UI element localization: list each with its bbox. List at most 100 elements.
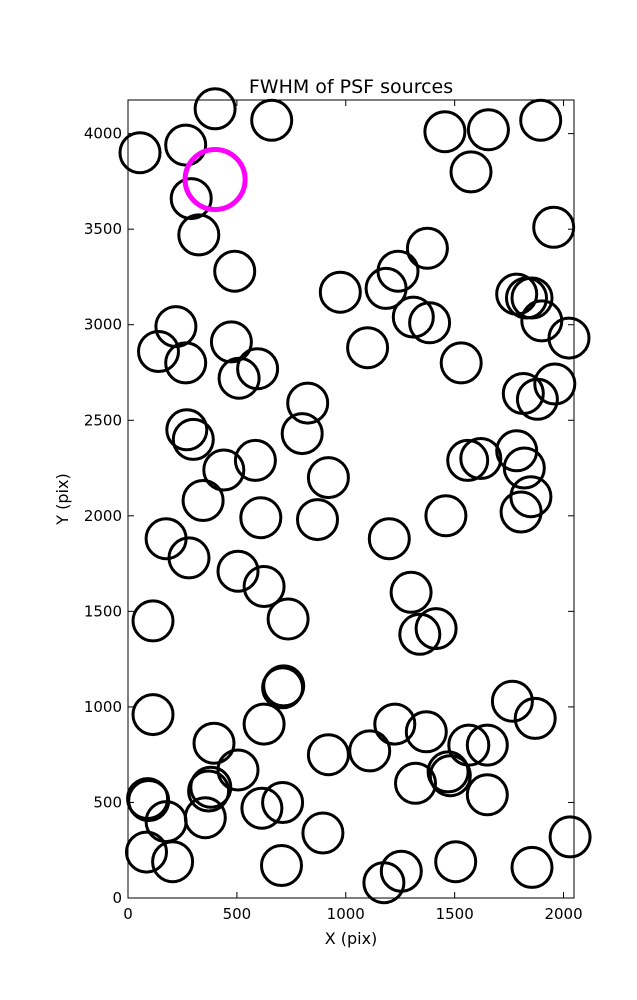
source-marker xyxy=(502,446,546,490)
source-marker xyxy=(280,412,324,456)
source-marker xyxy=(510,276,554,320)
source-marker xyxy=(499,490,543,534)
x-tick-label: 1000 xyxy=(327,905,365,923)
source-marker xyxy=(202,448,246,492)
source-marker xyxy=(405,226,449,270)
source-marker xyxy=(348,729,392,773)
source-marker xyxy=(439,341,483,385)
source-marker xyxy=(520,299,564,343)
source-marker xyxy=(169,177,213,221)
y-tick-label: 2500 xyxy=(84,411,122,429)
source-marker xyxy=(164,341,208,385)
source-marker xyxy=(131,693,175,737)
y-tick-label: 3500 xyxy=(84,220,122,238)
source-marker xyxy=(423,110,467,154)
source-marker xyxy=(240,786,284,830)
source-marker xyxy=(466,108,510,152)
source-marker xyxy=(389,570,433,614)
source-marker xyxy=(490,679,534,723)
source-marker xyxy=(434,840,478,884)
source-marker xyxy=(428,754,472,798)
source-marker xyxy=(233,438,277,482)
x-tick-label: 2000 xyxy=(544,905,582,923)
source-marker xyxy=(465,773,509,817)
source-marker xyxy=(260,844,303,887)
y-tick-label: 500 xyxy=(93,793,122,811)
source-marker xyxy=(261,666,305,710)
source-marker xyxy=(165,408,209,452)
source-marker xyxy=(394,761,437,805)
ticks-layer: 0 500 1000 1500 2000 0 500 1000 1500 2000 2500 3000… xyxy=(84,100,583,923)
marks-layer xyxy=(118,87,592,905)
source-marker xyxy=(216,549,260,593)
y-tick-label: 1500 xyxy=(84,602,122,620)
source-marker xyxy=(404,710,448,754)
source-marker xyxy=(137,330,180,373)
source-marker xyxy=(193,87,237,131)
y-axis-label: Y (pix) xyxy=(53,473,72,525)
source-marker xyxy=(296,498,339,542)
source-marker xyxy=(414,607,458,651)
y-tick-label: 2000 xyxy=(84,507,122,525)
y-tick-label: 0 xyxy=(112,889,122,907)
source-marker xyxy=(181,479,225,522)
source-marker xyxy=(250,98,294,142)
source-marker xyxy=(510,845,554,889)
source-marker xyxy=(398,612,442,656)
source-marker xyxy=(167,536,211,580)
source-marker xyxy=(376,249,420,293)
source-marker xyxy=(261,781,305,824)
source-marker xyxy=(177,213,221,257)
source-marker xyxy=(213,249,257,293)
source-marker xyxy=(242,702,286,746)
chart-title: FWHM of PSF sources xyxy=(249,76,453,98)
source-marker xyxy=(391,295,435,339)
source-marker xyxy=(171,417,215,461)
source-marker xyxy=(367,517,411,561)
source-marker xyxy=(187,769,231,813)
source-marker xyxy=(183,796,227,840)
source-marker xyxy=(306,733,350,777)
source-marker xyxy=(465,723,509,767)
source-marker xyxy=(131,599,175,643)
y-tick-label: 4000 xyxy=(84,125,122,143)
source-marker xyxy=(236,347,280,391)
source-marker xyxy=(519,98,563,142)
source-marker xyxy=(513,696,557,740)
source-marker xyxy=(209,320,253,364)
x-tick-label: 0 xyxy=(123,905,133,923)
source-marker xyxy=(449,150,493,194)
source-marker xyxy=(509,475,553,519)
source-marker xyxy=(266,597,310,641)
source-marker xyxy=(189,765,233,809)
x-tick-label: 1500 xyxy=(436,905,474,923)
y-tick-label: 3000 xyxy=(84,316,122,334)
source-marker xyxy=(424,494,468,538)
source-marker xyxy=(216,748,260,792)
source-marker xyxy=(515,377,559,421)
source-marker xyxy=(446,438,490,482)
source-marker xyxy=(242,565,286,608)
x-axis-label: X (pix) xyxy=(325,929,378,948)
highlight-source-marker xyxy=(182,147,248,212)
source-marker xyxy=(239,496,283,540)
source-marker xyxy=(379,849,423,893)
x-tick-label: 500 xyxy=(223,905,252,923)
source-marker xyxy=(301,811,345,855)
source-marker xyxy=(151,840,195,884)
source-marker xyxy=(447,723,491,767)
source-marker xyxy=(373,702,417,746)
source-marker xyxy=(118,131,162,175)
source-marker xyxy=(533,362,577,406)
source-marker xyxy=(164,123,208,167)
source-marker xyxy=(346,326,390,370)
source-marker xyxy=(408,301,452,345)
source-marker xyxy=(318,270,362,314)
source-marker xyxy=(459,437,503,480)
source-marker xyxy=(547,316,591,360)
source-marker xyxy=(532,205,576,249)
source-marker xyxy=(125,830,168,874)
source-marker xyxy=(192,721,236,765)
plot-frame xyxy=(127,99,575,899)
